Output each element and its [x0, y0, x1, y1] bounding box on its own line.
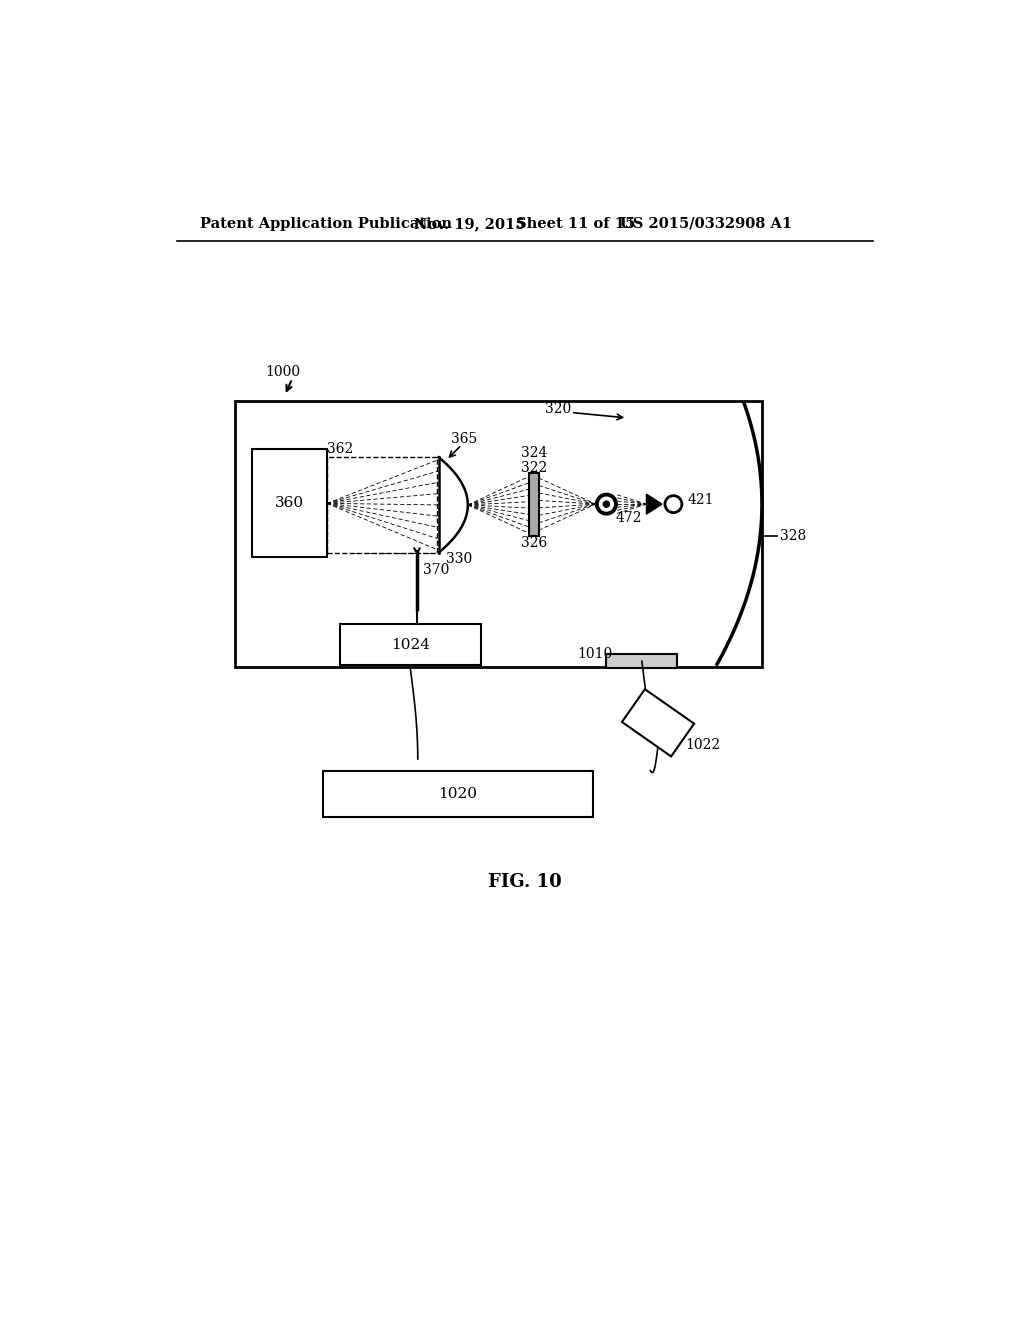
Text: 365: 365: [451, 433, 477, 446]
Text: 360: 360: [275, 496, 304, 511]
Bar: [323, 771, 593, 817]
Text: 1000: 1000: [265, 366, 300, 379]
Bar: [327, 457, 437, 553]
Text: Nov. 19, 2015: Nov. 19, 2015: [414, 216, 525, 231]
Text: 320: 320: [545, 401, 571, 416]
Circle shape: [596, 494, 617, 515]
Text: 330: 330: [446, 552, 472, 566]
Bar: [529, 473, 539, 536]
Text: 328: 328: [779, 529, 806, 543]
Text: Sheet 11 of 15: Sheet 11 of 15: [515, 216, 635, 231]
Text: 1010: 1010: [578, 647, 612, 660]
Bar: [606, 655, 677, 668]
Text: 362: 362: [327, 442, 353, 457]
Text: FIG. 10: FIG. 10: [487, 874, 562, 891]
Bar: [234, 401, 762, 667]
Text: 370: 370: [423, 564, 450, 577]
Text: 1024: 1024: [391, 638, 430, 652]
Bar: [252, 449, 327, 557]
Text: 326: 326: [521, 536, 547, 550]
Circle shape: [603, 502, 609, 507]
Text: US 2015/0332908 A1: US 2015/0332908 A1: [620, 216, 792, 231]
Text: 322: 322: [521, 461, 547, 475]
Circle shape: [599, 498, 613, 511]
Text: 1022: 1022: [685, 738, 720, 752]
Text: 324: 324: [521, 446, 547, 459]
Text: 421: 421: [687, 494, 714, 507]
Text: 472: 472: [615, 511, 642, 525]
Text: Patent Application Publication: Patent Application Publication: [200, 216, 452, 231]
Polygon shape: [646, 494, 662, 515]
Bar: [340, 624, 481, 665]
Polygon shape: [622, 689, 694, 756]
Text: 1020: 1020: [438, 787, 477, 801]
